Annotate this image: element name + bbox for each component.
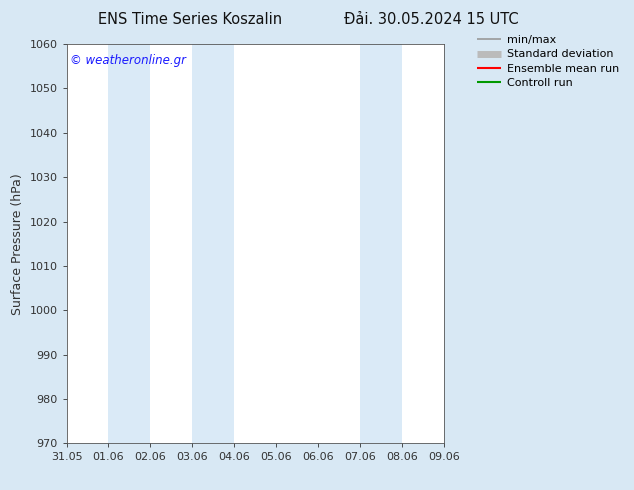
Bar (108, 44, 150, 443)
Legend: min/max, Standard deviation, Ensemble mean run, Controll run: min/max, Standard deviation, Ensemble me… (477, 35, 619, 88)
Bar (444, 44, 465, 443)
Text: © weatheronline.gr: © weatheronline.gr (70, 54, 186, 67)
Y-axis label: Surface Pressure (hPa): Surface Pressure (hPa) (11, 173, 24, 315)
Bar (192, 44, 234, 443)
Text: ENS Time Series Koszalin: ENS Time Series Koszalin (98, 12, 282, 27)
Text: Đải. 30.05.2024 15 UTC: Đải. 30.05.2024 15 UTC (344, 12, 519, 27)
Bar (360, 44, 402, 443)
